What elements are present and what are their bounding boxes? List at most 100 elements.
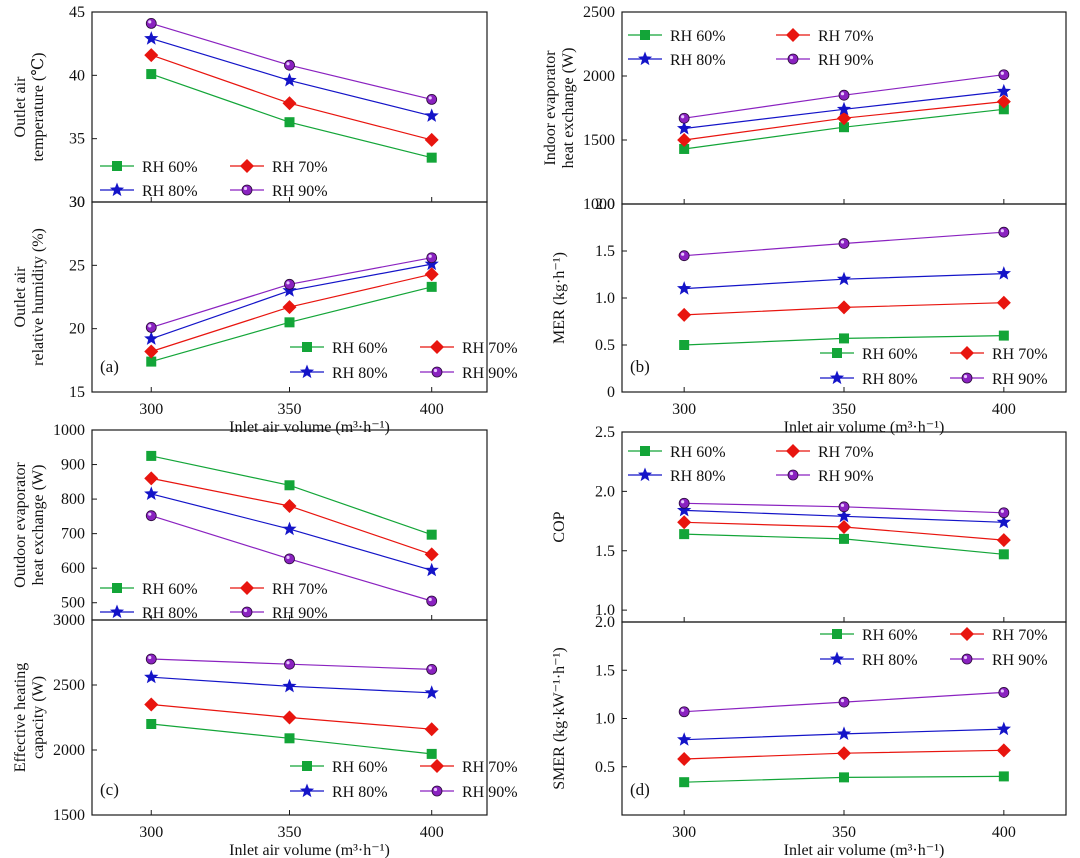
y-tick-label: 2.5 (595, 424, 615, 441)
data-point (426, 94, 438, 105)
data-point (996, 743, 1011, 758)
y-axis-label: COP (551, 511, 568, 542)
data-point (424, 722, 439, 737)
y-tick-label: 30 (69, 194, 85, 211)
legend-label: RH 60% (332, 759, 388, 776)
data-point (146, 69, 157, 80)
data-point (678, 497, 690, 509)
y-tick-label: 15 (69, 384, 85, 401)
legend-label: RH 70% (818, 28, 874, 45)
y-tick-label: 1000 (53, 422, 85, 439)
data-point (282, 499, 297, 513)
legend-marker (109, 604, 125, 619)
data-point (282, 521, 297, 536)
y-axis-label: heat exchange (W) (560, 48, 577, 169)
data-point (839, 533, 849, 544)
data-point (996, 83, 1011, 98)
y-tick-label: 1.0 (595, 711, 615, 728)
data-point (424, 547, 439, 562)
data-point (426, 595, 438, 607)
legend-label: RH 80% (862, 652, 918, 669)
data-point (839, 333, 849, 344)
data-point (145, 510, 157, 522)
data-point (424, 108, 439, 122)
series-line-RH60 (151, 455, 432, 536)
legend-marker (240, 581, 254, 595)
y-tick-label: 35 (69, 131, 85, 148)
y-axis-label: capacity (W) (30, 676, 47, 759)
y-tick-label: 1.5 (595, 243, 615, 260)
x-tick-label: 400 (992, 824, 1016, 841)
y-axis-label: heat exchange (W) (30, 465, 47, 586)
y-axis-label: MER (kg·h⁻¹) (551, 252, 568, 344)
data-point (144, 48, 159, 63)
data-point (998, 687, 1010, 698)
data-point (837, 300, 851, 315)
data-point (996, 721, 1011, 736)
legend-marker (112, 161, 122, 171)
data-point (837, 520, 851, 534)
series-line-RH60 (151, 73, 432, 159)
y-tick-label: 20 (69, 321, 85, 338)
legend-marker (829, 370, 845, 385)
legend-label: RH 80% (862, 371, 918, 388)
y-tick-label: 1000 (583, 196, 615, 213)
data-point (677, 133, 692, 147)
legend-marker (960, 627, 974, 641)
legend-label: RH 90% (462, 784, 518, 801)
panel-label: (d) (630, 780, 650, 799)
data-point (836, 726, 852, 740)
x-tick-label: 400 (420, 401, 444, 418)
x-axis-label: Inlet air volume (m³·h⁻¹) (784, 842, 945, 858)
legend-label: RH 80% (332, 784, 388, 801)
legend-marker (786, 444, 800, 458)
y-tick-label: 2.0 (595, 196, 615, 213)
legend-label: RH 60% (862, 627, 918, 644)
y-axis-label: Outdoor evaporator (12, 461, 29, 587)
data-point (998, 104, 1009, 115)
data-point (839, 772, 849, 783)
x-tick-label: 300 (672, 401, 696, 418)
y-tick-label: 0 (607, 384, 615, 401)
x-tick-label: 300 (672, 824, 696, 841)
data-point (424, 562, 439, 577)
data-point (284, 480, 295, 491)
legend-label: RH 70% (992, 627, 1048, 644)
legend-marker (241, 606, 253, 618)
data-point (144, 331, 159, 345)
legend-label: RH 70% (462, 759, 518, 776)
data-point (424, 685, 439, 699)
y-tick-label: 800 (61, 491, 85, 508)
y-tick-label: 2500 (53, 677, 85, 694)
data-point (144, 697, 159, 712)
data-point (998, 549, 1009, 560)
data-point (282, 678, 297, 693)
data-point (678, 706, 690, 718)
y-tick-label: 40 (69, 67, 85, 84)
data-point (284, 59, 295, 71)
legend-label: RH 70% (272, 581, 328, 598)
data-point (284, 553, 295, 565)
x-tick-label: 350 (832, 401, 856, 418)
x-axis-label: Inlet air volume (m³·h⁻¹) (229, 842, 390, 858)
legend-marker (787, 53, 799, 65)
legend-label: RH 70% (272, 159, 328, 176)
legend-marker (961, 372, 973, 384)
legend-label: RH 90% (992, 371, 1048, 388)
x-tick-label: 300 (139, 401, 163, 418)
data-point (145, 17, 157, 29)
x-tick-label: 400 (992, 401, 1016, 418)
legend-marker (787, 469, 799, 481)
legend-marker (637, 51, 653, 66)
y-axis-label: Outlet air (12, 266, 29, 328)
data-point (282, 710, 297, 725)
data-point (838, 89, 850, 101)
y-tick-label: 30 (69, 194, 85, 211)
legend-label: RH 60% (142, 581, 198, 598)
y-tick-label: 900 (61, 457, 85, 474)
data-point (998, 330, 1009, 341)
data-point (146, 719, 157, 729)
data-point (284, 278, 295, 290)
data-point (837, 111, 851, 126)
y-axis-label: temperature (℃) (30, 53, 47, 162)
